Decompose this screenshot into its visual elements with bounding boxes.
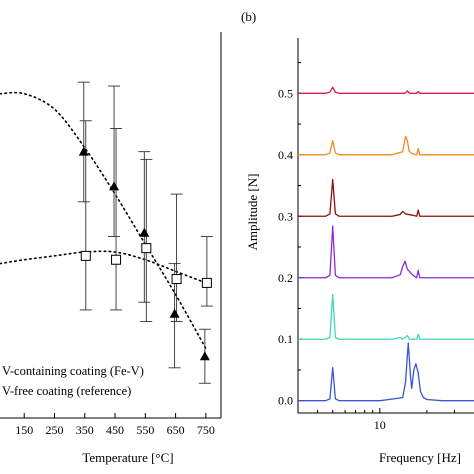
amplitude-y-tick-label: 0.1 [278, 332, 293, 346]
frequency-chart-spectra [298, 86, 474, 402]
temperature-chart-legend: V-containing coating (Fe-V) V-free coati… [2, 364, 144, 398]
spectrum-line-0 [298, 342, 474, 402]
temperature-axis-title: Temperature [°C] [82, 450, 173, 465]
temperature-x-tick-label: 450 [106, 423, 124, 437]
temperature-x-tick-label: 550 [136, 423, 154, 437]
reference-data-point [80, 250, 91, 261]
spectrum-line-3 [298, 178, 474, 217]
temperature-chart: 150 250 350 450 550 650 750 Temperature [°C] V… [0, 32, 222, 465]
frequency-x-tick-label: 10 [374, 418, 386, 432]
temperature-x-tick-label: 250 [45, 423, 63, 437]
temperature-chart-x-ticks: 150 250 350 450 550 650 750 [15, 413, 215, 437]
panel-label-b: (b) [241, 9, 256, 24]
fe-v-data-point [78, 146, 89, 156]
reference-data-point [171, 274, 182, 285]
fe-v-data-point [139, 227, 150, 237]
frequency-chart-y-ticks: 0.0 0.1 0.2 0.3 0.4 0.5 [278, 62, 303, 408]
spectrum-line-1 [298, 293, 474, 340]
fe-v-data-point [199, 351, 210, 361]
reference-data-point [141, 243, 152, 254]
reference-data-point [111, 254, 122, 265]
temperature-chart-axes [0, 32, 222, 419]
frequency-chart-x-ticks: 10 [317, 408, 455, 432]
fe-v-data-point [169, 308, 180, 318]
amplitude-y-tick-label: 0.5 [278, 86, 293, 100]
amplitude-y-tick-label: 0.3 [278, 209, 293, 223]
fe-v-data-point [109, 181, 120, 191]
temperature-x-tick-label: 650 [167, 423, 185, 437]
temperature-chart-markers [78, 146, 212, 361]
legend-label-fe-v: V-containing coating (Fe-V) [2, 364, 144, 378]
spectrum-line-5 [298, 86, 474, 94]
amplitude-y-tick-label: 0.2 [278, 271, 293, 285]
spectrum-line-2 [298, 225, 474, 279]
amplitude-axis-title: Amplitude [N] [245, 174, 260, 251]
amplitude-y-tick-label: 0.0 [278, 394, 293, 408]
reference-data-point [201, 277, 212, 288]
temperature-chart-fit-curves [0, 91, 207, 350]
frequency-axis-title: Frequency [Hz] [379, 450, 461, 465]
spectrum-line-4 [298, 135, 474, 156]
temperature-x-tick-label: 350 [76, 423, 94, 437]
frequency-chart-axes [297, 38, 474, 414]
amplitude-y-tick-label: 0.4 [278, 148, 293, 162]
temperature-x-tick-label: 150 [15, 423, 33, 437]
fe-v-fit-curve [0, 91, 207, 350]
temperature-x-tick-label: 750 [197, 423, 215, 437]
frequency-chart: (b) Amplitude [N] 0.00.10.20.30.40.5 10 … [241, 9, 474, 465]
reference-fit-curve [0, 250, 207, 284]
legend-label-reference: V-free coating (reference) [2, 384, 131, 398]
